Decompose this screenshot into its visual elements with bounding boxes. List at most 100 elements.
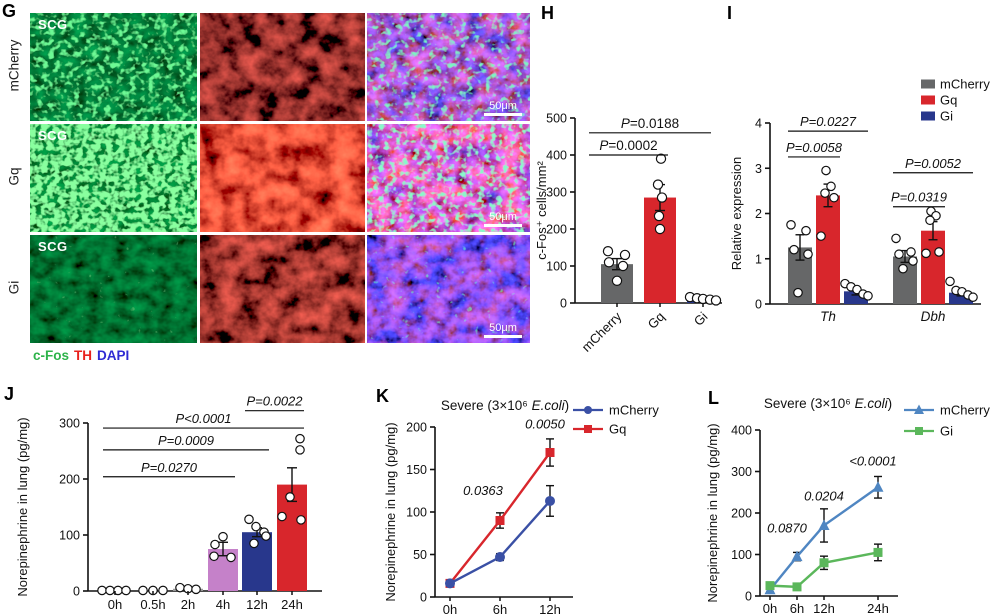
data-point [295, 445, 305, 455]
marker-square [819, 558, 829, 568]
chart-i-relative-expression: 0 1 2 3 4 Relative expression Th Dbh mCherryGqGi… [729, 77, 990, 325]
x-tick-label: 0.5h [140, 597, 165, 612]
legend-label-mCherry: mCherry [940, 77, 990, 92]
y-tick-label: 100 [731, 548, 752, 562]
micrograph-mcherry-merge: 50μm [367, 13, 530, 121]
y-tick-label: 0 [73, 585, 80, 599]
data-point [654, 223, 666, 235]
group-label-Th: Th [820, 309, 836, 324]
data-point [891, 233, 901, 244]
scale-bar-line [484, 335, 522, 338]
y-tick-label: 300 [731, 465, 752, 479]
data-point [603, 257, 615, 268]
chart-j-norepinephrine-timecourse: 0 100 200 300 Norepinephrine in lung (pg/mg)… [15, 394, 322, 612]
micrograph-gi-merge: 50μm [367, 235, 530, 343]
panel-letter-h: H [541, 3, 554, 23]
data-point [244, 514, 254, 525]
data-point [968, 292, 978, 303]
data-point [898, 263, 908, 274]
data-point [826, 181, 836, 192]
scale-bar: 50μm [484, 100, 522, 116]
sig-label: P=0.0270 [141, 460, 198, 475]
y-tick-label: 150 [406, 463, 427, 477]
y-axis-title: Relative expression [729, 157, 744, 270]
series-line-mCherry [769, 486, 879, 591]
y-tick-label: 0 [745, 590, 752, 604]
row-label-gq: Gq [6, 167, 22, 186]
bar-Th-Gq [816, 195, 840, 304]
marker-square [545, 448, 555, 457]
x-tick-label: 24h [867, 601, 889, 616]
data-point [158, 585, 168, 596]
y-tick-label: 100 [406, 506, 427, 520]
y-tick-label: 4 [755, 117, 762, 131]
data-point [906, 247, 916, 257]
y-axis-title: Norepinephrine in lung (pg/mg) [15, 417, 30, 596]
p-value-annotation: 0.0050 [525, 417, 566, 432]
data-point [121, 585, 131, 596]
panel-letter-g: G [2, 1, 17, 21]
micrograph-gi-cfos: SCG [30, 235, 197, 343]
marker-square [873, 547, 883, 557]
y-tick-label: 400 [546, 149, 567, 163]
x-tick-label: Gi [691, 309, 711, 329]
p-value-annotation: 0.0870 [767, 521, 808, 536]
group-label-Dbh: Dbh [921, 309, 946, 324]
bar-24h [277, 484, 307, 591]
data-point [218, 531, 228, 542]
x-tick-label: Gq [645, 309, 668, 332]
data-point [894, 249, 904, 260]
p-value-annotation: 0.0363 [463, 483, 504, 498]
data-point [210, 539, 220, 550]
micrograph-gq-merge: 50μm [367, 124, 530, 232]
scale-bar-label: 50μm [489, 322, 517, 334]
data-point [793, 287, 803, 298]
bar-Dbh-Gi [949, 292, 973, 304]
marker-triangle [791, 550, 803, 562]
sig-label: P=0.0022 [246, 394, 303, 409]
marker-circle [445, 578, 455, 589]
marker-triangle [872, 481, 884, 492]
y-tick-label: 0 [420, 591, 427, 605]
data-point [656, 192, 668, 203]
micrograph-mcherry-cfos: SCG [30, 13, 197, 121]
y-tick-label: 0 [560, 297, 567, 311]
data-point [261, 531, 271, 541]
p-value-annotation: <0.0001 [849, 453, 896, 468]
caption-dapi: DAPI [97, 348, 130, 363]
y-tick-label: 1 [755, 252, 762, 266]
x-tick-label: 6h [493, 602, 507, 616]
legend-label-Gi: Gi [940, 109, 953, 124]
y-tick-label: 300 [546, 186, 567, 200]
legend-swatch-mCherry [921, 79, 935, 89]
scale-bar-label: 50μm [489, 100, 517, 112]
data-point [821, 165, 831, 176]
y-tick-label: 0 [755, 298, 762, 312]
series-line-Gi [769, 551, 879, 589]
x-tick-label: 24h [281, 597, 303, 612]
legend-label-Gi: Gi [940, 424, 953, 439]
y-tick-label: 100 [546, 260, 567, 274]
legend-label-Gq: Gq [940, 93, 957, 108]
panel-letter-i: I [727, 3, 733, 23]
legend-swatch-Gi [921, 111, 935, 121]
sig-label: P<0.0001 [175, 411, 231, 426]
data-point [619, 249, 631, 261]
data-point [138, 585, 148, 596]
x-tick-label: 12h [813, 601, 835, 616]
sig-label: P=0.0227 [800, 114, 857, 129]
legend-label-Gq: Gq [609, 422, 626, 437]
panel-letter-k: K [376, 386, 389, 406]
data-point [908, 256, 918, 266]
sig-label: P=0.0009 [158, 433, 214, 448]
y-tick-label: 200 [546, 223, 567, 237]
data-point [249, 538, 259, 549]
x-tick-label: 4h [216, 597, 230, 612]
y-tick-label: 3 [755, 162, 762, 176]
data-point [602, 245, 614, 257]
data-point [251, 521, 261, 532]
data-point [801, 225, 811, 236]
tissue-label: SCG [38, 239, 68, 254]
x-tick-label: mCherry [579, 309, 625, 355]
